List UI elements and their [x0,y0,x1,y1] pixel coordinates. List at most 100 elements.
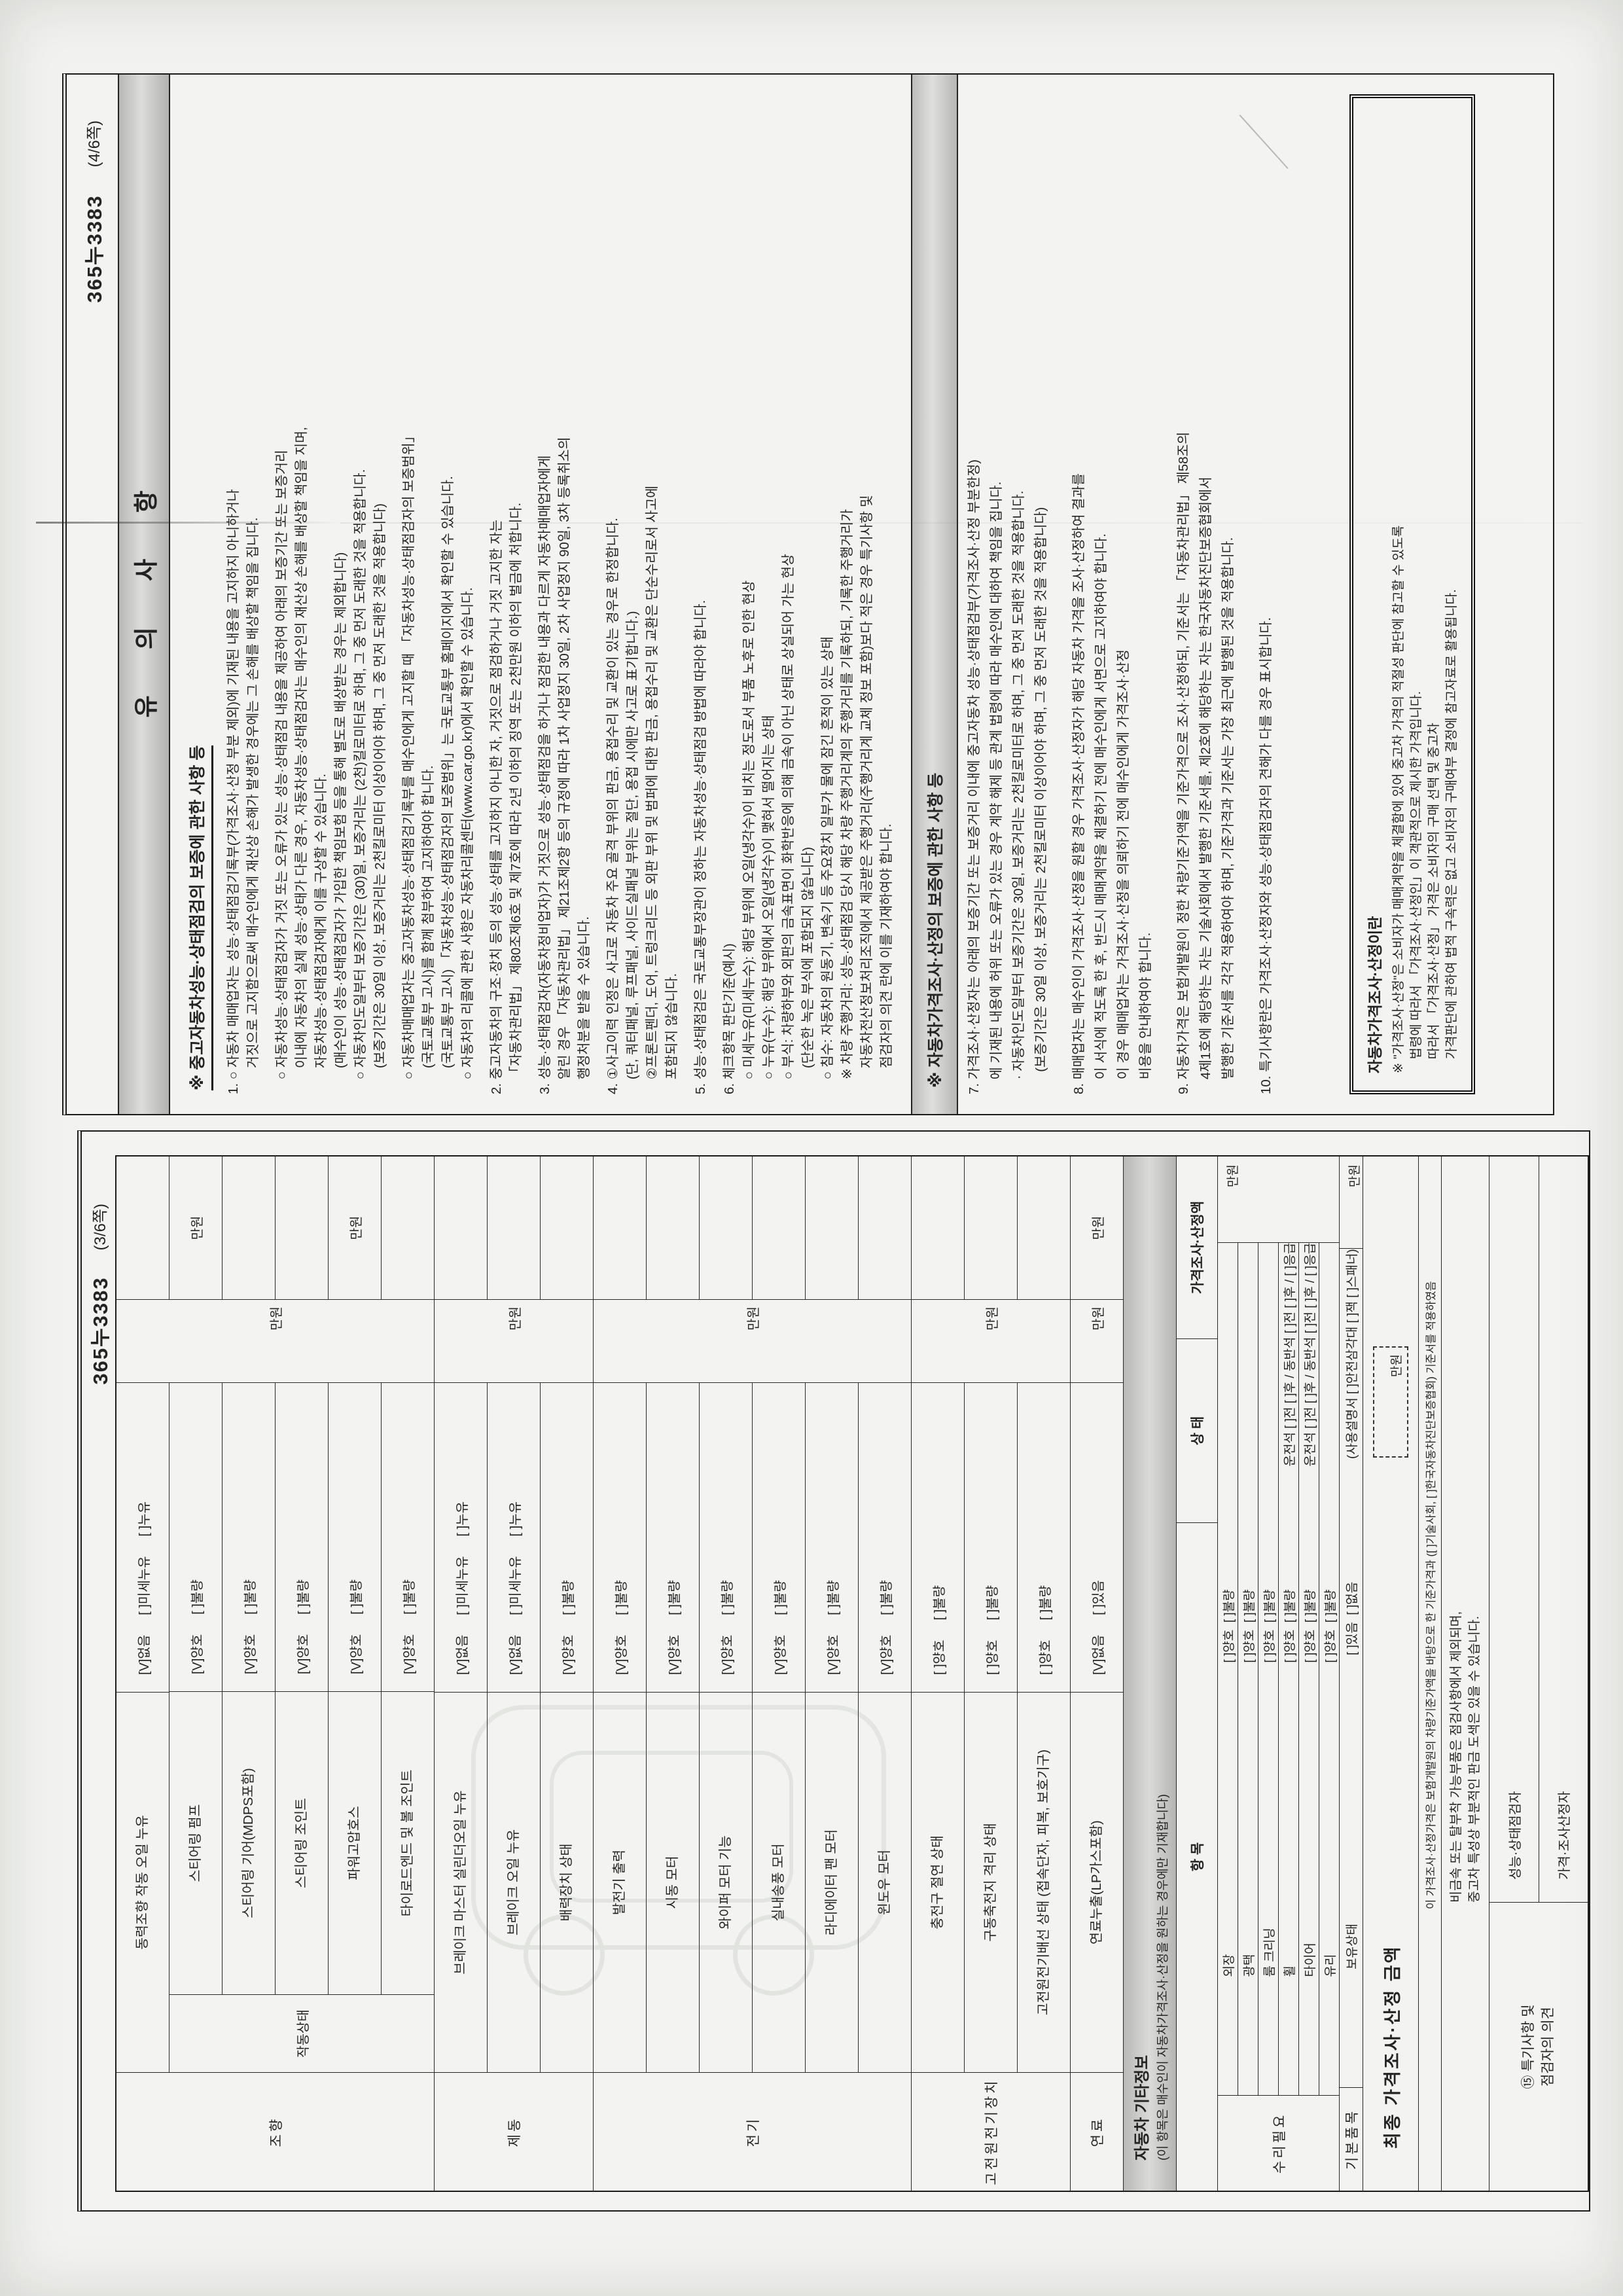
amount-cell[interactable] [594,1157,647,1299]
status-checkbox[interactable]: [V]양호 [190,1634,205,1674]
amount-cell[interactable] [1018,1157,1070,1299]
status-checkbox[interactable]: [ ]불량 [1038,1585,1053,1621]
row-label: 타이어 [1303,1943,1317,1977]
status-checkbox[interactable]: [V]양호 [826,1634,841,1675]
line-gap [390,92,399,1094]
amount-cell[interactable]: 만원 [1091,1215,1106,1240]
status-checkbox[interactable]: [ ]양호 [1038,1640,1053,1675]
status-checkbox[interactable]: [V]양호 [667,1634,682,1675]
amount-cell[interactable] [382,1157,434,1299]
status-checkbox[interactable]: [ ]양호 [ ]불량 [1242,1589,1257,1663]
status-checkbox[interactable]: [ ]양호 [932,1640,947,1675]
amount-cell[interactable] [647,1157,700,1299]
status-checkbox[interactable]: [V]양호 [402,1634,417,1674]
text-line: 법령에 따라서 「가격조사·산정인」이 객관적으로 제시한 가격입니다. [1409,691,1423,1073]
text-line: 4제1호에 해당하는 자는 기술사회에서 발행한 기준서를, 제2호에 해당하는… [1198,476,1213,1094]
col-item: 항 목 [1177,1522,1217,2191]
status-checkbox[interactable]: [ ]불량 [243,1579,258,1615]
status-checkbox[interactable]: [ ]불량 [190,1579,205,1615]
status-checkbox[interactable]: [ ]양호 [ ]불량 [1222,1589,1236,1663]
status-checkbox[interactable]: [ ]불량 [561,1580,576,1615]
text-line: (국토교통부 고시)를 함께 첨부하여 고지하여야 합니다. [421,765,436,1094]
status-checkbox[interactable]: [ ]누유 [137,1501,152,1537]
status-checkbox[interactable]: [ ]있음 [1091,1580,1106,1615]
amount-cell[interactable] [116,1157,169,1299]
status-checkbox[interactable]: [ ]불량 [614,1580,629,1615]
status-cell: [V]없음 [ ]미세누유 [ ]누유 [488,1383,540,1692]
status-checkbox[interactable]: [ ]불량 [349,1579,364,1615]
status-checkbox[interactable]: [ ]양호 [ ]불량 [1303,1589,1317,1663]
status-extra-checkbox[interactable]: 운전석 [ ]전 [ ]후 / 동반석 [ ]전 [ ]후 / [ ]응급 [1303,1242,1317,1467]
status-checkbox[interactable]: [ ]양호 [ ]불량 [1283,1589,1297,1663]
status-checkbox[interactable]: [ ]양호 [ ]불량 [1323,1589,1338,1663]
status-checkbox[interactable]: [ ]불량 [879,1580,894,1615]
status-checkbox[interactable]: [ ]불량 [720,1580,735,1615]
amount-cell[interactable] [912,1157,965,1299]
col-status: 상 태 [1177,1338,1217,1522]
status-checkbox[interactable]: [V]양호 [720,1634,735,1675]
amount-cell[interactable] [859,1157,911,1299]
amount-cell[interactable]: 만원 [435,1300,593,1383]
status-checkbox[interactable]: [ ]불량 [773,1580,788,1615]
row-label: 윈도우 모터 [859,1692,911,2072]
amount-cell[interactable] [700,1157,753,1299]
status-checkbox[interactable]: [V]양호 [614,1634,629,1675]
line-gap [1240,92,1255,1094]
doc-number: 365누3383 [82,194,106,303]
status-extra-checkbox[interactable]: 운전석 [ ]전 [ ]후 / 동반석 [ ]전 [ ]후 / [ ]응급 [1283,1242,1297,1467]
status-checkbox[interactable]: [V]양호 [349,1634,364,1674]
amount-cell[interactable] [753,1157,806,1299]
amount-cell[interactable] [276,1157,329,1299]
amount-cell[interactable] [223,1157,276,1299]
status-checkbox[interactable]: [ ]불량 [932,1585,947,1621]
status-checkbox[interactable]: [V]양호 [243,1634,258,1674]
repair-row: 광택 [ ]양호 [ ]불량 [1238,1242,1258,2095]
status-checkbox[interactable]: [V]없음 [508,1634,523,1675]
text-line: 3. 성능·상태점검자(자동차정비업자)가 거짓으로 성능·상태점검을 하거나 … [537,455,552,1094]
amount-cell[interactable] [806,1157,859,1299]
operating-state-wrap: 작동상태 스티어링 펌프 [V]양호[ ]불량 스티어링 기어(MDPS포함) [V]양… [169,1383,434,2072]
basic-items-list[interactable]: (사용설명서 [ ]안전삼각대 [ ]잭 [ ]스패너) [1346,1249,1359,1459]
row-label: 스티어링 펌프 [169,1691,222,1994]
table-row: 연료누출(LP가스포함) [V]없음 [ ]있음 [1071,1383,1123,2072]
amount-cell[interactable] [435,1157,488,1299]
status-checkbox[interactable]: [V]없음 [455,1634,470,1675]
status-checkbox[interactable]: [ ]불량 [296,1579,311,1615]
status-checkbox[interactable]: [ ]불량 [826,1580,841,1615]
section1-header: ※ 중고자동차성능·상태점검의 보증에 관한 사항 등 [185,745,213,1090]
amount-cell[interactable]: 만원 [1071,1300,1123,1383]
status-checkbox[interactable]: [V]없음 [137,1634,152,1675]
status-checkbox[interactable]: [V]양호 [773,1634,788,1675]
amount-cell[interactable]: 만원 [116,1300,434,1383]
amount-cell[interactable]: 만원 [594,1300,911,1383]
operating-state-rows: 스티어링 펌프 [V]양호 [ ]불량 스티어링 기어(MDPS포함) [V]양호 [ ]… [169,1383,434,1994]
repair-row: 유리 [ ]양호 [ ]불량 [1319,1243,1339,2095]
status-checkbox[interactable]: [V]없음 [1091,1634,1106,1675]
status-checkbox[interactable]: [V]양호 [561,1634,576,1675]
status-checkbox[interactable]: [ ]누유 [455,1501,470,1537]
amount-cell[interactable]: 만원 [169,1157,223,1299]
amount-cell[interactable]: 만원 [1340,1157,1363,1249]
status-checkbox[interactable]: [ ]양호 [985,1640,1000,1675]
status-checkbox[interactable]: [ ]미세누유 [455,1556,470,1615]
status-checkbox[interactable]: [ ]불량 [667,1580,682,1615]
text-line: 이 서식에 적도록 한 후, 반드시 매매계약을 체결하기 전에 매수인에게 서… [1094,533,1109,1094]
status-checkbox[interactable]: [ ]불량 [402,1579,417,1615]
status-checkbox[interactable]: [ ]미세누유 [508,1556,523,1615]
status-checkbox[interactable]: [V]양호 [879,1634,894,1675]
amount-cell[interactable]: 만원 [329,1157,382,1299]
amount-cell[interactable]: 만원 [1218,1157,1339,1243]
status-checkbox[interactable]: [ ]양호 [ ]불량 [1262,1589,1277,1663]
amount-cell[interactable] [965,1157,1018,1299]
status-checkbox[interactable]: [ ]있음 [ ]없음 [1346,1581,1359,1655]
status-checkbox[interactable]: [ ]누유 [508,1501,523,1537]
amount-cell[interactable] [488,1157,541,1299]
amount-cell[interactable]: 만원 [912,1300,1070,1383]
row-label: 스티어링 조인트 [276,1691,328,1994]
status-checkbox[interactable]: [ ]미세누유 [137,1556,152,1615]
status-checkbox[interactable]: [V]양호 [296,1634,311,1674]
amount-cell[interactable] [541,1157,593,1299]
text-line: 발행한 기준서를 각각 적용하여야 하며, 기준가격과 기준서는 가장 최근에 … [1221,537,1236,1094]
status-checkbox[interactable]: [ ]불량 [985,1585,1000,1621]
final-amount-input[interactable]: 만원 [1373,1346,1408,1458]
